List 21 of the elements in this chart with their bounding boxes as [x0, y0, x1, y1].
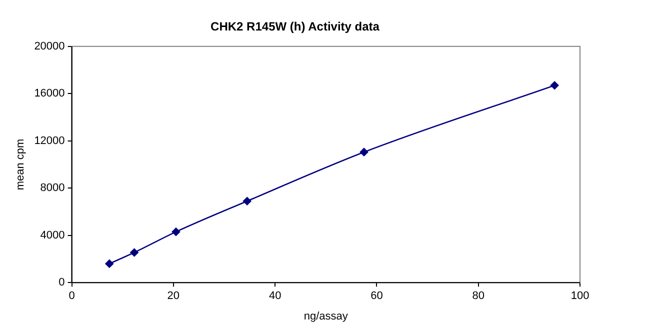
point: [172, 228, 180, 236]
y-tick-label: 0: [58, 276, 65, 289]
x-tick-label: 60: [370, 290, 383, 302]
x-axis-title: ng/assay: [304, 310, 348, 322]
point: [242, 196, 252, 206]
y-tick-label: 16000: [34, 88, 65, 100]
x-tick-label: 0: [68, 290, 75, 302]
x-tick-label: 80: [472, 290, 484, 302]
point: [105, 260, 114, 268]
x-tick-label: 40: [268, 290, 282, 302]
y-tick-label: 4000: [40, 229, 65, 242]
point: [550, 81, 559, 90]
point: [360, 148, 368, 156]
y-axis-title: mean cpm: [14, 138, 27, 190]
x-tick-label: 100: [570, 290, 590, 302]
chart-title: CHK2 R145W (h) Activity data: [210, 20, 380, 34]
y-tick-label: 8000: [40, 182, 65, 194]
x-tick-label: 20: [167, 290, 180, 302]
y-tick-label: 12000: [34, 134, 65, 147]
point: [130, 248, 138, 257]
y-tick-label: 20000: [34, 40, 65, 52]
